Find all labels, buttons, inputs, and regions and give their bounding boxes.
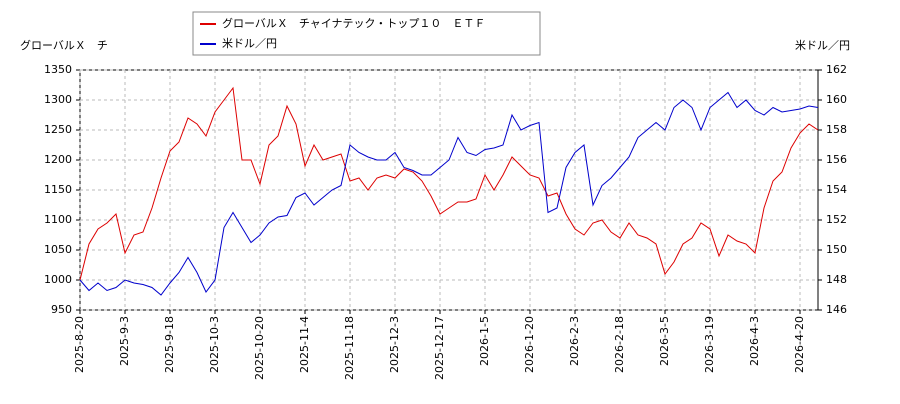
x-tick-label: 2026-2-18 [613,316,626,373]
y-tick-label: 1200 [44,153,72,166]
x-tick-label: 2025-10-20 [253,316,266,380]
y-tick-label: 1250 [44,123,72,136]
y-axis-label: グローバルＸ チ [20,38,108,52]
y-tick-label: 1150 [44,183,72,196]
y2-tick-label: 162 [826,63,847,76]
y2-tick-label: 152 [826,213,847,226]
x-tick-label: 2025-9-18 [163,316,176,373]
x-tick-label: 2025-12-17 [433,316,446,380]
y-tick-label: 1350 [44,63,72,76]
series-line [79,86,819,281]
x-tick-label: 2025-11-18 [343,316,356,380]
series-line [79,91,819,296]
x-tick-label: 2025-12-3 [388,316,401,373]
y2-tick-label: 158 [826,123,847,136]
x-tick-label: 2026-1-20 [523,316,536,373]
x-tick-label: 2026-3-5 [658,316,671,366]
legend-box [192,11,541,56]
x-tick-label: 2026-4-3 [748,316,761,366]
x-tick-label: 2026-2-3 [568,316,581,366]
y-tick-label: 1100 [44,213,72,226]
x-tick-label: 2025-9-3 [118,316,131,366]
y2-axis-label: 米ドル／円 [795,39,850,52]
y-tick-label: 1050 [44,243,72,256]
x-tick-label: 2026-3-19 [703,316,716,373]
x-tick-label: 2026-4-20 [793,316,806,373]
x-tick-label: 2026-1-5 [478,316,491,366]
y-tick-label: 1300 [44,93,72,106]
y2-tick-label: 150 [826,243,847,256]
x-tick-label: 2025-11-4 [298,316,311,373]
legend-label: グローバルＸ チャイナテック・トップ１０ ＥＴＦ [222,16,485,30]
y2-tick-label: 148 [826,273,847,286]
y2-tick-label: 154 [826,183,847,196]
y2-tick-label: 160 [826,93,847,106]
y-tick-label: 1000 [44,273,72,286]
y2-tick-label: 146 [826,303,847,316]
y-tick-label: 950 [51,303,72,316]
y2-tick-label: 156 [826,153,847,166]
legend-label: 米ドル／円 [222,37,277,50]
x-tick-label: 2025-10-3 [208,316,221,373]
x-tick-label: 2025-8-20 [73,316,86,373]
